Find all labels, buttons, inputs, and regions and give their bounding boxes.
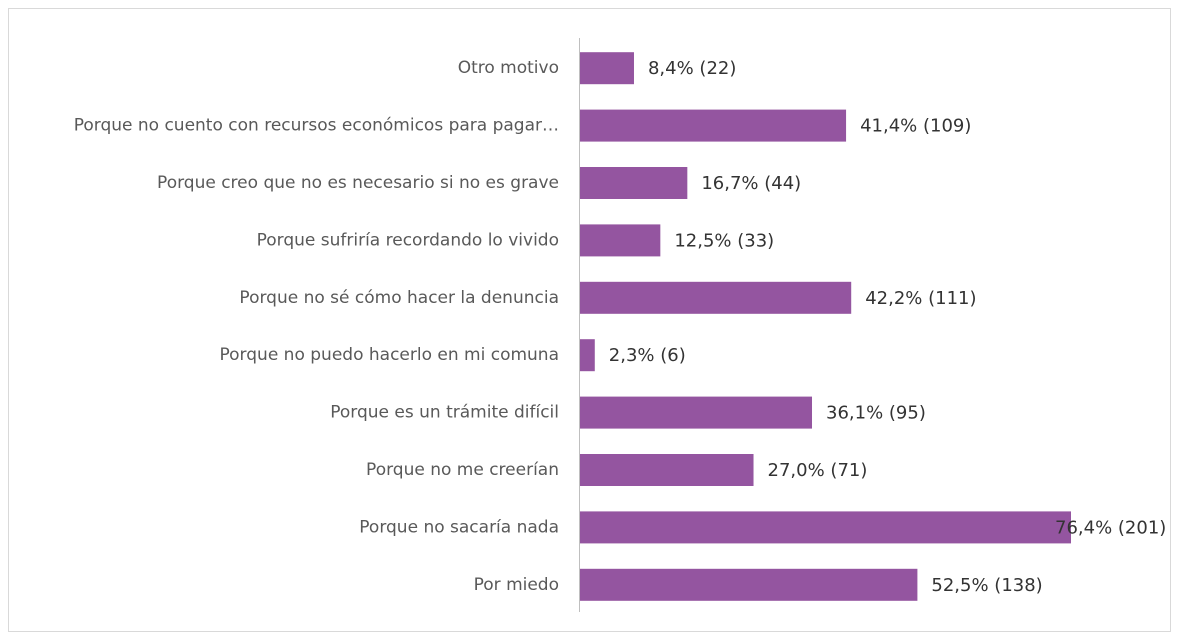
category-label: Porque no sacaría nada: [359, 517, 559, 537]
category-label: Porque no puedo hacerlo en mi comuna: [220, 345, 559, 365]
value-label: 76,4% (201): [1055, 517, 1166, 538]
value-label: 36,1% (95): [826, 403, 926, 424]
category-label: Otro motivo: [458, 58, 559, 78]
value-label: 16,7% (44): [701, 173, 801, 194]
value-label: 52,5% (138): [931, 575, 1042, 596]
category-label: Porque es un trámite difícil: [330, 403, 559, 423]
bar: [580, 339, 595, 372]
bar: [580, 52, 634, 85]
value-label: 2,3% (6): [609, 345, 686, 366]
bar: [580, 396, 813, 429]
category-label: Porque sufriría recordando lo vivido: [257, 230, 559, 250]
value-label: 42,2% (111): [865, 288, 976, 309]
bar: [580, 511, 1071, 544]
category-label: Porque no me creerían: [366, 460, 559, 480]
value-label: 8,4% (22): [648, 58, 736, 79]
bar: [580, 167, 688, 199]
bar: [580, 109, 847, 142]
value-label: 12,5% (33): [674, 230, 774, 251]
category-label: Porque no sé cómo hacer la denuncia: [239, 288, 559, 308]
bar: [580, 281, 852, 314]
category-label: Porque creo que no es necesario si no es…: [157, 173, 559, 193]
bar: [580, 224, 661, 257]
category-label: Porque no cuento con recursos económicos…: [74, 116, 559, 136]
value-label: 41,4% (109): [860, 116, 971, 137]
bar: [580, 568, 918, 601]
category-label: Por miedo: [474, 575, 559, 595]
value-label: 27,0% (71): [768, 460, 868, 481]
bar: [580, 454, 754, 486]
